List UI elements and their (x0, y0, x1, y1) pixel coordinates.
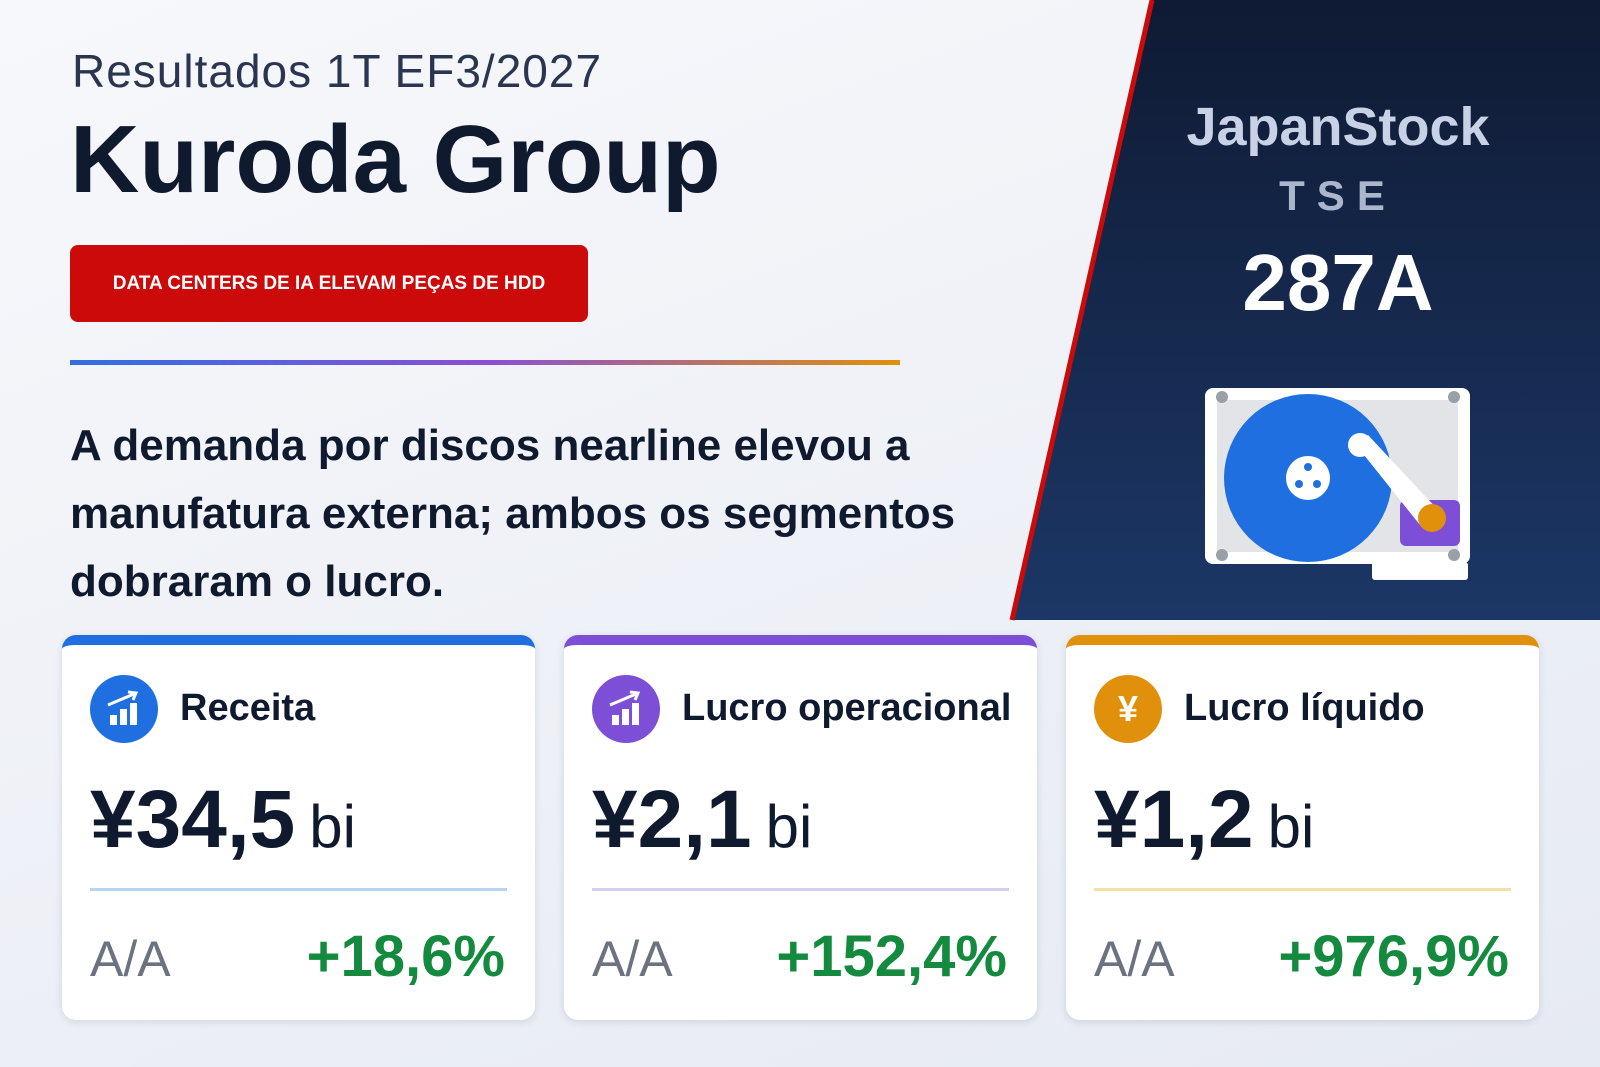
metric-icon (90, 675, 158, 743)
card-divider (90, 888, 507, 891)
yoy-label: A/A (592, 931, 673, 987)
subtitle: Resultados 1T EF3/2027 (72, 45, 603, 97)
title: Kuroda Group (70, 106, 721, 213)
metric-unit: bi (1267, 793, 1315, 860)
metric-card: ¥ Lucro líquido ¥1,2 bi A/A +976,9% (1066, 635, 1539, 1020)
panel-edge (1009, 0, 1155, 621)
yoy-value: +976,9% (1278, 924, 1509, 989)
yoy-label: A/A (1094, 931, 1175, 987)
metric-label: Lucro operacional (682, 687, 1012, 729)
brand-exchange: TSE (1279, 172, 1397, 219)
hdd-icon (1205, 388, 1470, 580)
divider (70, 360, 900, 365)
metric-value: ¥1,2 bi (1094, 773, 1314, 867)
metric-card: Receita ¥34,5 bi A/A +18,6% (62, 635, 535, 1020)
metric-value: ¥2,1 bi (592, 773, 812, 867)
yoy-value: +18,6% (306, 924, 505, 989)
yoy-value: +152,4% (776, 924, 1007, 989)
brand-code: 287A (1242, 238, 1433, 327)
metric-icon (592, 675, 660, 743)
tag: DATA CENTERS DE IA ELEVAM PEÇAS DE HDD (70, 245, 588, 322)
summary: A demanda por discos nearline elevou a m… (70, 421, 956, 606)
metric-number: ¥2,1 (592, 774, 752, 865)
metric-label: Lucro líquido (1184, 687, 1425, 729)
metric-number: ¥34,5 (90, 774, 296, 865)
metric-label: Receita (180, 687, 316, 729)
metric-number: ¥1,2 (1094, 774, 1254, 865)
card-divider (592, 888, 1009, 891)
brand-name: JapanStock (1186, 97, 1490, 157)
metric-card: Lucro operacional ¥2,1 bi A/A +152,4% (564, 635, 1037, 1020)
metric-unit: bi (309, 793, 356, 860)
card-divider (1094, 888, 1511, 891)
metric-unit: bi (765, 793, 813, 860)
yoy-label: A/A (90, 931, 171, 987)
metric-icon: ¥ (1094, 675, 1162, 743)
metric-value: ¥34,5 bi (90, 773, 356, 867)
